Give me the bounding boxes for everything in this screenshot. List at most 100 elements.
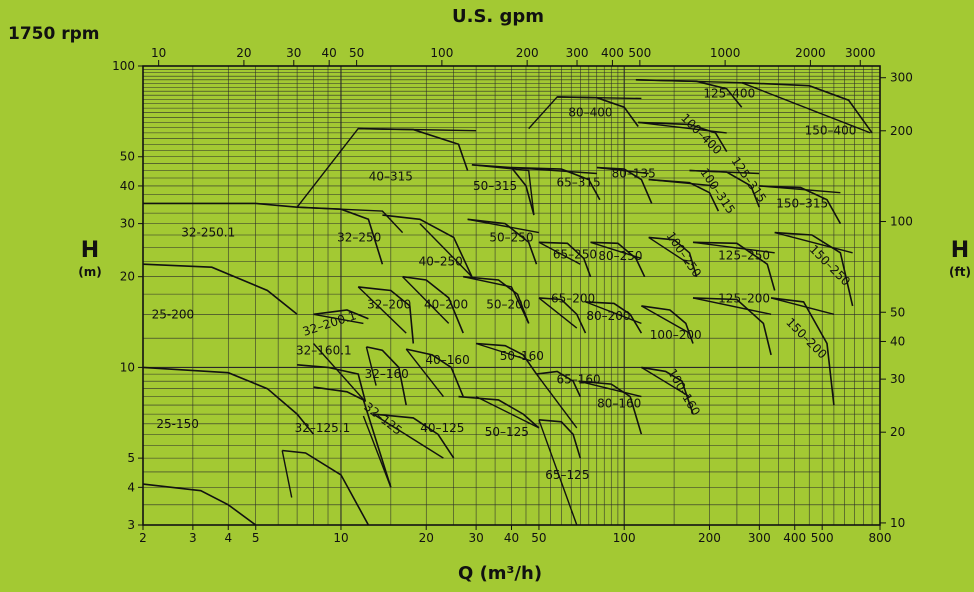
bottom-tick-label: 2 — [139, 531, 147, 545]
pump-boundary-100-315 — [648, 178, 716, 187]
top-tick-label: 100 — [430, 46, 453, 60]
pump-boundary-80-400 — [528, 96, 642, 130]
pump-label-125-250: 125–250 — [718, 249, 770, 263]
pump-boundary-50-315 — [471, 164, 535, 216]
pump-curve-40-250 — [382, 214, 473, 278]
left-tick-label: 20 — [120, 270, 135, 284]
pump-curve-32-200 — [358, 286, 415, 344]
pump-label-40-200: 40–200 — [424, 297, 468, 311]
top-tick-label: 3000 — [845, 46, 876, 60]
right-tick-label: 40 — [890, 334, 905, 348]
pump-boundary-100-200 — [641, 305, 690, 334]
pump-label-40-125: 40–125 — [420, 421, 464, 435]
top-axis-title: U.S. gpm — [452, 6, 545, 27]
pump-boundary-40-200 — [402, 276, 450, 324]
pump-boundary-125-200 — [692, 297, 772, 315]
pump-label-80-200: 80–200 — [586, 309, 630, 323]
top-tick-label: 400 — [601, 46, 624, 60]
pump-boundary-32-160 — [365, 346, 377, 386]
pump-curve-65-250 — [538, 241, 592, 277]
pump-label-32-250: 32–250 — [337, 230, 381, 244]
pump-curve-150-250 — [774, 231, 854, 307]
pump-boundary-32-125 — [362, 415, 392, 488]
pump-label-100-250: 100–250 — [664, 229, 705, 280]
pump-label-50-200: 50–200 — [486, 297, 530, 311]
pump-curve-50-160 — [476, 342, 538, 375]
pump-curve-40-160 — [406, 348, 464, 397]
right-tick-label: 20 — [890, 425, 905, 439]
bottom-tick-label: 100 — [613, 531, 636, 545]
pump-curve-32-160 — [366, 346, 407, 406]
left-tick-label: 50 — [120, 150, 135, 164]
top-tick-label: 200 — [516, 46, 539, 60]
pump-curve-150-315 — [759, 185, 842, 224]
pump-boundary-80-160 — [578, 380, 642, 398]
pump-boundary-32-250 — [297, 206, 404, 234]
pump-label-32-200: 32–200 — [367, 297, 411, 311]
pump-label-65-200: 65–200 — [551, 292, 595, 306]
pump-label: 25-150 — [156, 417, 199, 431]
pump-label-65-315: 65–315 — [556, 176, 600, 190]
pump-boundary-125-250 — [692, 241, 775, 254]
pump-label: 25-200 — [152, 307, 195, 321]
pump-label-125-315: 125–315 — [729, 154, 770, 205]
top-tick-label: 300 — [566, 46, 589, 60]
pump-curve-40-125 — [373, 413, 455, 459]
envelope-curve — [142, 483, 257, 526]
pump-label-50-315: 50–315 — [473, 179, 517, 193]
speed-label: 1750 rpm — [8, 24, 100, 44]
right-tick-label: 200 — [890, 124, 913, 138]
pump-boundary-40-160 — [405, 348, 444, 398]
pump-curve-125-200 — [692, 297, 772, 356]
pump-label-40-160: 40–160 — [426, 353, 470, 367]
left-tick-label: 3 — [127, 518, 135, 532]
pump-curve-50-250 — [467, 218, 538, 265]
bottom-tick-label: 50 — [531, 531, 546, 545]
left-axis-unit: (m) — [78, 265, 102, 279]
bottom-tick-label: 5 — [252, 531, 260, 545]
right-tick-label: 300 — [890, 71, 913, 85]
left-tick-label: 40 — [120, 179, 135, 193]
top-tick-label: 2000 — [795, 46, 826, 60]
bottom-tick-label: 4 — [224, 531, 232, 545]
bottom-tick-label: 800 — [869, 531, 892, 545]
top-tick-label: 10 — [151, 46, 166, 60]
bottom-tick-label: 40 — [504, 531, 519, 545]
pump-curve-100-250 — [648, 236, 698, 277]
top-tick-label: 500 — [628, 46, 651, 60]
bottom-tick-label: 400 — [783, 531, 806, 545]
bottom-tick-label: 20 — [419, 531, 434, 545]
pump-curve-32-160.1 — [297, 364, 367, 402]
pump-boundary-125-315 — [689, 169, 760, 175]
pump-curve-150-400 — [741, 81, 873, 134]
pump-boundary-32-160.1 — [312, 343, 366, 403]
bottom-tick-label: 30 — [468, 531, 483, 545]
pump-curve-65-160 — [536, 370, 582, 397]
pump-boundary-65-160 — [535, 373, 578, 429]
bottom-axis-title: Q (m³/h) — [458, 563, 543, 584]
pump-label-40-250: 40–250 — [419, 254, 463, 268]
pump-label-150-315: 150–315 — [776, 196, 828, 210]
pump-boundary-65-250 — [538, 241, 581, 265]
pump-curve-80-160 — [578, 380, 643, 435]
pump-boundary-100-160 — [641, 366, 690, 398]
top-tick-label: 1000 — [710, 46, 741, 60]
top-tick-label: 50 — [349, 46, 364, 60]
pump-label-125-400: 125–400 — [703, 87, 755, 101]
pump-curve-40-315 — [358, 127, 469, 171]
pump-curve-65-315 — [511, 166, 601, 201]
pump-label-50-250: 50–250 — [489, 230, 533, 244]
pump-boundary-40-315 — [296, 127, 477, 208]
pump-curve-32-200.1 — [313, 309, 369, 320]
pump-label-80-250: 80–250 — [598, 249, 642, 263]
pump-label-32-125.1: 32–125.1 — [295, 421, 351, 435]
envelope-curve — [143, 202, 298, 208]
pump-curve-65-125 — [538, 419, 582, 459]
pump-boundary-50-125 — [475, 395, 540, 429]
pump-boundary-80-135 — [596, 166, 649, 175]
pump-boundary-65-200 — [538, 297, 578, 329]
pump-curve-80-135 — [596, 166, 653, 204]
pump-boundary-65-315 — [511, 166, 597, 175]
pump-curve-150-200 — [771, 297, 835, 406]
